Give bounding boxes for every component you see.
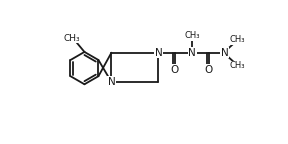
Text: N: N — [154, 48, 162, 58]
Text: CH₃: CH₃ — [185, 31, 200, 40]
Text: O: O — [170, 65, 179, 75]
Text: CH₃: CH₃ — [230, 61, 245, 70]
Text: CH₃: CH₃ — [64, 34, 80, 43]
Text: N: N — [188, 48, 196, 58]
Text: CH₃: CH₃ — [230, 35, 245, 44]
Text: N: N — [221, 48, 228, 58]
Text: O: O — [204, 65, 213, 75]
Text: N: N — [107, 77, 115, 87]
